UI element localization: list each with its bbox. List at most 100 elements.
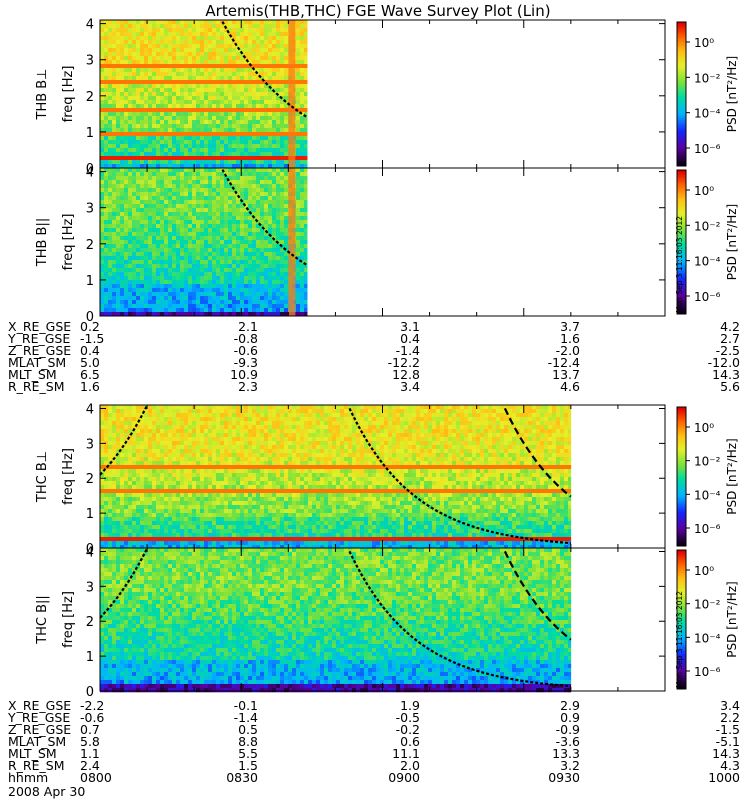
wideband-spike [288, 20, 296, 168]
ephem-label: Z_RE_GSE [8, 722, 71, 737]
ephem-value: 1.6 [80, 379, 100, 394]
colorbar-tick-label: 10⁻⁴ [694, 631, 721, 645]
probe-label: THC B⊥ [35, 451, 50, 503]
y-tick-label: 3 [86, 54, 94, 69]
y-tick-label: 0 [86, 685, 94, 700]
colorbar-tick-label: 10⁻⁴ [694, 488, 721, 502]
y-tick-label: 3 [86, 202, 94, 217]
ephem-value: 1.1 [80, 746, 100, 761]
y-axis-label: freq [Hz] [61, 66, 76, 123]
fci-curve [221, 21, 308, 119]
ephem-value: 0.5 [238, 722, 258, 737]
ephem-value: -3.6 [556, 734, 580, 749]
colorbar-tick-label: 10⁻⁶ [694, 290, 721, 304]
y-tick-label: 2 [86, 472, 94, 487]
colorbar-tick-label: 10⁻² [694, 455, 721, 469]
ephem-value: 3.1 [400, 319, 420, 334]
ephem-value: -1.5 [716, 722, 740, 737]
ephem-value: 0.2 [80, 319, 100, 334]
colorbar-tick-label: 10⁰ [694, 564, 714, 578]
y-tick-label: 0 [86, 162, 94, 177]
ephem-value: 0.9 [560, 710, 580, 725]
ephem-value: -2.5 [716, 343, 740, 358]
ephem-value: 3.7 [560, 319, 580, 334]
ephem-value: -0.9 [556, 722, 580, 737]
wideband-spike [288, 168, 296, 316]
ephem-value: 2.3 [238, 379, 258, 394]
ephem-label: X_RE_GSE [8, 319, 71, 334]
ephem-label: hhmm [8, 770, 48, 785]
colorbar-label: PSD [nT²/Hz] [725, 438, 739, 514]
ephem-label: Z_RE_GSE [8, 343, 71, 358]
colorbar-tick-label: 10⁻⁴ [694, 107, 721, 121]
ephem-value: 2.7 [720, 331, 740, 346]
y-tick-label: 4 [86, 18, 94, 33]
ephem-value: 8.8 [238, 734, 258, 749]
ephem-value: -0.2 [396, 722, 420, 737]
ephem-value: 0930 [548, 770, 580, 785]
ephem-label: MLAT_SM [8, 355, 66, 370]
y-tick-label: 1 [86, 274, 94, 289]
ephem-value: -0.6 [80, 710, 104, 725]
plot-title: Artemis(THB,THC) FGE Wave Survey Plot (L… [205, 2, 550, 20]
colorbar-tick-label: 10⁻⁶ [694, 665, 721, 679]
ephem-value: 2.2 [720, 710, 740, 725]
y-tick-label: 0 [86, 310, 94, 325]
ephem-value: 0900 [388, 770, 420, 785]
ephem-value: 2.9 [560, 698, 580, 713]
panel-THB-Bpar: 0 1 2 3 4 freq [Hz] THB B|| 10⁰ 10⁻² 10⁻⁴ 10⁻⁶ PSD … [35, 166, 739, 325]
colorbar: 10⁰ 10⁻² 10⁻⁴ 10⁻⁶ PSD [nT²/Hz] [676, 169, 739, 315]
ephem-value: -0.1 [234, 698, 258, 713]
ephem-label: X_RE_GSE [8, 698, 71, 713]
ephem-value: 3.2 [560, 758, 580, 773]
y-axis-label: freq [Hz] [61, 448, 76, 505]
ephem-value: 0.4 [80, 343, 100, 358]
ephem-value: 3.4 [720, 698, 740, 713]
y-tick-label: 2 [86, 90, 94, 105]
colorbar-label: PSD [nT²/Hz] [725, 581, 739, 657]
probe-label: THC B|| [35, 595, 50, 645]
y-tick-label: 1 [86, 126, 94, 141]
ephem-value: 4.3 [720, 758, 740, 773]
colorbar: 10⁰ 10⁻² 10⁻⁴ 10⁻⁶ PSD [nT²/Hz] [676, 21, 739, 167]
ephem-value: -0.8 [234, 331, 258, 346]
ephem-value: 14.3 [712, 746, 740, 761]
ephem-value: -1.5 [80, 331, 104, 346]
y-tick-label: 3 [86, 580, 94, 595]
ephem-value: 4.2 [720, 319, 740, 334]
fci-curve-2 [348, 550, 571, 688]
ephem-value: 11.1 [392, 746, 420, 761]
y-tick-label: 3 [86, 437, 94, 452]
ephem-value: 14.3 [712, 367, 740, 382]
fci-curve [221, 169, 308, 267]
ephem-value: 3.4 [400, 379, 420, 394]
colorbar-tick-label: 10⁻⁴ [694, 255, 721, 269]
fci-harmonic-curve [503, 550, 572, 641]
colorbar-tick-label: 10⁰ [694, 421, 714, 435]
ephem-value: 5.8 [80, 734, 100, 749]
ephem-value: 13.7 [552, 367, 580, 382]
colorbar-tick-label: 10⁰ [694, 184, 714, 198]
ephem-value: 2.0 [400, 758, 420, 773]
ephem-value: 12.8 [392, 367, 420, 382]
ephem-value: 0830 [226, 770, 258, 785]
ephem-value: -1.4 [396, 343, 420, 358]
ephem-value: 5.0 [80, 355, 100, 370]
y-tick-label: 2 [86, 615, 94, 630]
ephem-label: MLT_SM [8, 367, 57, 382]
ephem-value: 10.9 [230, 367, 258, 382]
ephem-value: -12.0 [708, 355, 740, 370]
ephem-value: 0800 [80, 770, 112, 785]
y-tick-label: 4 [86, 166, 94, 181]
ephem-value: -9.3 [234, 355, 258, 370]
ephem-value: -2.2 [80, 698, 104, 713]
ephemeris-tables: X_RE_GSE 0.2 2.1 3.1 3.7 4.2 Y_RE_GSE -1.5 -0.8 0… [7, 319, 740, 785]
date-label: 2008 Apr 30 [8, 784, 85, 799]
ephem-value: 4.6 [560, 379, 580, 394]
colorbar-label: PSD [nT²/Hz] [725, 204, 739, 280]
ephem-value: 1000 [708, 770, 740, 785]
ephem-value: -0.6 [234, 343, 258, 358]
y-tick-label: 1 [86, 507, 94, 522]
ephem-thc: X_RE_GSE -2.2 -0.1 1.9 2.9 3.4 Y_RE_GSE -0.6 -1.… [7, 698, 740, 785]
